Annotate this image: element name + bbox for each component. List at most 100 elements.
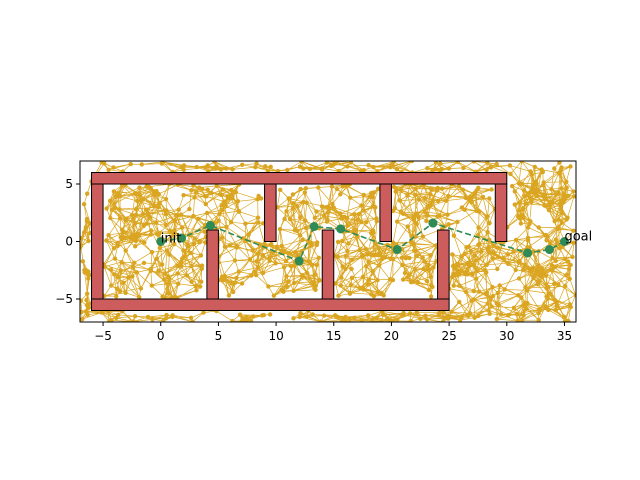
roadmap-node xyxy=(224,166,229,171)
roadmap-node xyxy=(109,318,114,322)
roadmap-node xyxy=(506,312,511,318)
roadmap-node xyxy=(499,312,504,317)
roadmap-node xyxy=(347,290,353,296)
roadmap-node xyxy=(164,281,170,286)
roadmap-node xyxy=(138,286,144,291)
roadmap-node xyxy=(267,255,272,260)
roadmap-node xyxy=(518,213,524,218)
roadmap-node xyxy=(446,314,451,319)
roadmap-node xyxy=(205,187,210,192)
roadmap-node xyxy=(123,290,128,295)
roadmap-node xyxy=(228,195,233,200)
roadmap-node xyxy=(373,241,378,246)
roadmap-node xyxy=(534,193,540,199)
roadmap-node xyxy=(505,252,511,257)
roadmap-node xyxy=(318,319,324,322)
roadmap-node xyxy=(253,272,259,278)
roadmap-node xyxy=(365,282,370,287)
roadmap-node xyxy=(339,275,344,280)
roadmap-node xyxy=(156,191,161,197)
roadmap-node xyxy=(519,295,524,300)
roadmap-node xyxy=(190,319,195,322)
roadmap-node xyxy=(167,252,172,257)
roadmap-node xyxy=(222,244,228,249)
roadmap-node xyxy=(139,162,144,167)
roadmap-node xyxy=(230,167,235,172)
roadmap-node xyxy=(564,217,569,222)
roadmap-node xyxy=(112,205,118,210)
roadmap-node xyxy=(302,190,307,195)
roadmap-node xyxy=(294,203,300,209)
roadmap-node xyxy=(430,284,435,289)
roadmap-node xyxy=(201,310,206,315)
roadmap-node xyxy=(152,204,157,209)
roadmap-node xyxy=(85,312,90,317)
roadmap-node xyxy=(346,241,351,246)
roadmap-node xyxy=(114,294,119,299)
roadmap-node xyxy=(375,278,380,283)
roadmap-node xyxy=(412,248,417,253)
roadmap-node xyxy=(352,315,357,320)
roadmap-node xyxy=(364,220,369,225)
roadmap-node xyxy=(571,189,576,194)
roadmap-node xyxy=(536,279,541,284)
roadmap-node xyxy=(181,248,186,253)
roadmap-node xyxy=(293,250,298,255)
roadmap-node xyxy=(340,264,345,269)
roadmap-node xyxy=(112,201,117,206)
path-waypoint xyxy=(523,248,533,258)
roadmap-node xyxy=(534,270,540,275)
roadmap-node xyxy=(423,313,428,318)
roadmap-node xyxy=(179,264,184,269)
roadmap-node xyxy=(172,241,177,247)
roadmap-node xyxy=(117,289,123,294)
roadmap-node xyxy=(222,273,227,279)
roadmap-node xyxy=(379,290,384,296)
roadmap-node xyxy=(325,209,331,215)
roadmap-node xyxy=(194,288,199,293)
roadmap-node xyxy=(267,258,272,263)
roadmap-node xyxy=(313,272,318,277)
roadmap-node xyxy=(546,307,551,313)
roadmap-node xyxy=(229,192,235,197)
roadmap-node xyxy=(472,253,477,258)
roadmap-node xyxy=(297,233,303,238)
roadmap-node xyxy=(291,280,297,286)
roadmap-node xyxy=(123,248,128,253)
roadmap-node xyxy=(163,222,168,228)
roadmap-node xyxy=(464,312,470,318)
roadmap-node xyxy=(546,202,552,207)
roadmap-node xyxy=(129,212,135,218)
roadmap-node xyxy=(300,237,305,242)
roadmap-node xyxy=(229,281,234,286)
roadmap-node xyxy=(408,311,413,316)
roadmap-node xyxy=(213,166,218,171)
path-waypoint xyxy=(428,218,438,228)
roadmap-node xyxy=(556,170,562,176)
roadmap-node xyxy=(99,310,104,315)
roadmap-node xyxy=(412,267,418,272)
roadmap-node xyxy=(500,255,506,261)
roadmap-node xyxy=(514,311,520,317)
roadmap-node xyxy=(244,314,249,320)
roadmap-node xyxy=(115,243,120,249)
roadmap-node xyxy=(543,273,549,278)
roadmap-node xyxy=(553,237,559,242)
roadmap-node xyxy=(522,262,528,268)
roadmap-node xyxy=(486,244,492,249)
roadmap-node xyxy=(202,229,207,234)
roadmap-node xyxy=(370,194,375,200)
roadmap-node xyxy=(546,291,551,296)
roadmap-node xyxy=(571,240,576,245)
roadmap-node xyxy=(369,190,374,196)
roadmap-node xyxy=(345,164,350,169)
roadmap-node xyxy=(284,274,289,279)
roadmap-node xyxy=(390,277,396,283)
roadmap-node xyxy=(482,268,488,273)
roadmap-node xyxy=(137,295,142,300)
roadmap-node xyxy=(425,166,430,171)
roadmap-node xyxy=(297,164,303,169)
obstacle-wall xyxy=(91,183,104,300)
roadmap-node xyxy=(421,266,426,272)
